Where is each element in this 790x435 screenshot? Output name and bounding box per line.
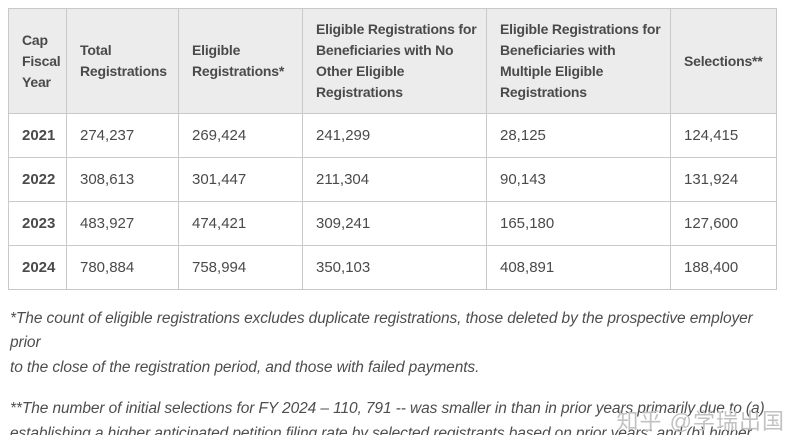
- cell-eligible: 269,424: [178, 113, 303, 158]
- page: Cap Fiscal Year Total Registrations Elig…: [0, 8, 790, 435]
- header-eligible-multiple: Eligible Registrations for Beneficiaries…: [486, 8, 671, 114]
- cell-year: 2022: [8, 157, 67, 202]
- cell-year: 2024: [8, 245, 67, 290]
- table-row: 2023 483,927 474,421 309,241 165,180 127…: [8, 201, 777, 246]
- cell-no-other: 241,299: [302, 113, 487, 158]
- footnote-eligible-registrations: *The count of eligible registrations exc…: [10, 310, 753, 376]
- table-row: 2022 308,613 301,447 211,304 90,143 131,…: [8, 157, 777, 202]
- table-row: 2024 780,884 758,994 350,103 408,891 188…: [8, 245, 777, 290]
- cell-eligible: 474,421: [178, 201, 303, 246]
- cell-no-other: 211,304: [302, 157, 487, 202]
- cell-multiple: 408,891: [486, 245, 671, 290]
- header-selections: Selections**: [670, 8, 777, 114]
- cell-no-other: 350,103: [302, 245, 487, 290]
- header-eligible-no-other: Eligible Registrations for Beneficiaries…: [302, 8, 487, 114]
- table-header-row: Cap Fiscal Year Total Registrations Elig…: [8, 8, 777, 114]
- cell-total: 308,613: [66, 157, 179, 202]
- cell-selections: 127,600: [670, 201, 777, 246]
- cell-no-other: 309,241: [302, 201, 487, 246]
- cell-multiple: 28,125: [486, 113, 671, 158]
- cell-total: 274,237: [66, 113, 179, 158]
- cell-selections: 131,924: [670, 157, 777, 202]
- cell-multiple: 165,180: [486, 201, 671, 246]
- header-total-registrations: Total Registrations: [66, 8, 179, 114]
- cell-eligible: 301,447: [178, 157, 303, 202]
- table-row: 2021 274,237 269,424 241,299 28,125 124,…: [8, 113, 777, 158]
- footnote-selections: **The number of initial selections for F…: [10, 400, 765, 435]
- header-eligible-registrations: Eligible Registrations*: [178, 8, 303, 114]
- cell-selections: 188,400: [670, 245, 777, 290]
- h1b-registrations-table: Cap Fiscal Year Total Registrations Elig…: [8, 8, 777, 290]
- cell-year: 2021: [8, 113, 67, 158]
- cell-total: 780,884: [66, 245, 179, 290]
- cell-eligible: 758,994: [178, 245, 303, 290]
- cell-total: 483,927: [66, 201, 179, 246]
- cell-year: 2023: [8, 201, 67, 246]
- header-cap-fiscal-year: Cap Fiscal Year: [8, 8, 67, 114]
- cell-multiple: 90,143: [486, 157, 671, 202]
- cell-selections: 124,415: [670, 113, 777, 158]
